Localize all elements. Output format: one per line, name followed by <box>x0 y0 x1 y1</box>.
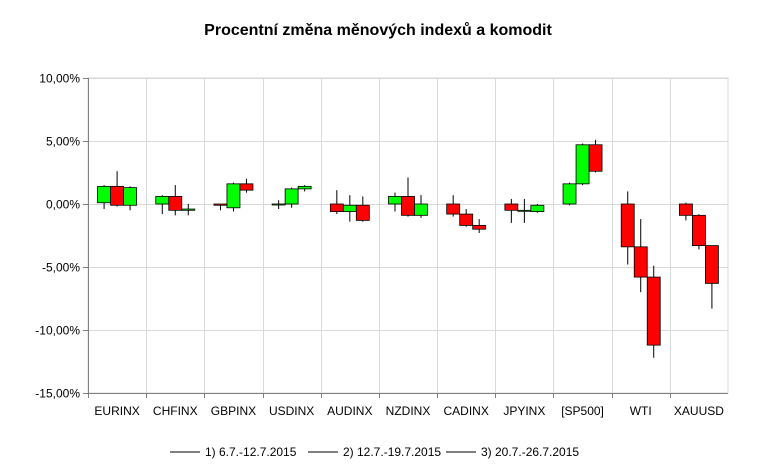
x-tick-label: AUDINX <box>327 404 372 418</box>
candle <box>284 187 299 208</box>
candle <box>123 186 137 211</box>
candle-body-down <box>472 225 487 230</box>
candle-body-up <box>530 204 545 212</box>
candle <box>110 171 124 207</box>
candle <box>342 195 357 222</box>
x-tick-label: JPYINX <box>503 404 545 418</box>
candle <box>633 219 648 293</box>
candle <box>692 214 706 250</box>
candle-body-down <box>633 246 648 278</box>
candle-body-down <box>329 203 344 212</box>
candle-body-up <box>97 185 111 204</box>
x-tick-label: WTI <box>630 404 652 418</box>
candle-body-down <box>355 204 370 221</box>
x-tick-label: EURINX <box>94 404 139 418</box>
candle-body-down <box>239 183 254 191</box>
candle <box>271 200 286 210</box>
y-tick-label: -15,00% <box>35 387 80 401</box>
x-tick-label: GBPINX <box>211 404 256 418</box>
candle-body-up <box>123 187 137 206</box>
candle <box>213 203 228 211</box>
candle <box>226 182 241 212</box>
candle <box>679 202 693 221</box>
candle <box>355 196 370 222</box>
x-tick-label: NZDINX <box>386 404 431 418</box>
candle-body-down <box>168 196 183 211</box>
candle-body-down <box>705 245 719 284</box>
candle <box>575 143 590 186</box>
candle-body-down <box>679 203 693 216</box>
x-tick-label: CHFINX <box>153 404 198 418</box>
candle <box>646 265 661 358</box>
candle-body-down <box>110 185 124 206</box>
candle-body-up <box>155 196 170 205</box>
candles <box>97 139 719 358</box>
legend: 1) 6.7.-12.7.2015 2) 12.7.-19.7.2015 3) 20… <box>170 445 579 459</box>
candle <box>459 209 474 227</box>
candle-body-up <box>181 208 196 211</box>
candle <box>388 192 402 212</box>
y-tick-label: 10,00% <box>39 72 80 86</box>
candle-body-up <box>342 204 357 212</box>
candle <box>168 185 183 216</box>
candle <box>181 204 196 216</box>
candle <box>472 219 487 233</box>
candle <box>504 198 519 223</box>
candle-body-down <box>401 196 415 216</box>
gridlines <box>87 77 729 394</box>
x-tick-label: [SP500] <box>561 404 604 418</box>
candle-body-down <box>446 203 461 215</box>
x-tick-label: USDINX <box>269 404 314 418</box>
x-axis: EURINX CHFINX GBPINX USDINX AUDINX NZDINX CADI… <box>88 393 728 418</box>
candle <box>297 185 312 192</box>
candle <box>562 182 577 206</box>
candle <box>401 177 415 217</box>
candle-body-up <box>271 203 286 206</box>
candle-body-down <box>213 203 228 206</box>
candle-body-down <box>588 144 603 172</box>
candle-body-down <box>504 203 519 211</box>
legend-entry: 3) 20.7.-26.7.2015 <box>446 445 579 459</box>
y-tick-label: -10,00% <box>35 324 80 338</box>
candle <box>517 198 532 223</box>
candle-body-down <box>459 213 474 226</box>
candle-body-down <box>646 276 661 346</box>
candle-body-down <box>620 203 635 248</box>
candle <box>239 178 254 193</box>
candle-body-up <box>562 183 577 205</box>
candle-body-up <box>414 203 428 216</box>
legend-label: 3) 20.7.-26.7.2015 <box>481 445 579 459</box>
candle-body-up <box>226 183 241 209</box>
legend-entry: 2) 12.7.-19.7.2015 <box>308 445 441 459</box>
candle <box>588 139 603 173</box>
legend-label: 1) 6.7.-12.7.2015 <box>205 445 297 459</box>
y-axis: 10,00% 5,00% 0,00% -5,00% -10,00% -15,00% <box>35 72 89 401</box>
candle-body-up <box>575 144 590 185</box>
x-tick-label: XAUUSD <box>674 404 724 418</box>
candle <box>97 185 111 210</box>
x-tick-label: CADINX <box>444 404 489 418</box>
candle-body-up <box>284 188 299 205</box>
candle <box>329 190 344 215</box>
candle-body-down <box>692 214 706 246</box>
candle <box>530 204 545 213</box>
y-tick-label: -5,00% <box>42 261 80 275</box>
candle <box>705 245 719 309</box>
legend-entry: 1) 6.7.-12.7.2015 <box>170 445 297 459</box>
candle <box>414 195 428 218</box>
candle-body-up <box>517 209 532 212</box>
candle-body-up <box>297 185 312 190</box>
candle <box>446 195 461 217</box>
y-tick-label: 0,00% <box>46 198 80 212</box>
legend-label: 2) 12.7.-19.7.2015 <box>343 445 441 459</box>
candle <box>620 191 635 265</box>
y-tick-label: 5,00% <box>46 135 80 149</box>
chart-title: Procentní změna měnových indexů a komodi… <box>204 22 552 39</box>
candle-body-up <box>388 196 402 205</box>
